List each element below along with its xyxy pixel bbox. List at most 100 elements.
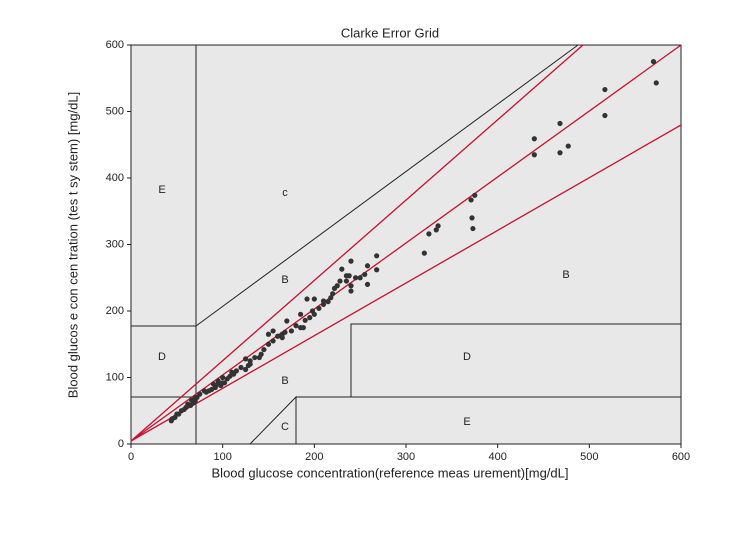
point [364,281,371,287]
point [557,120,563,127]
point [531,136,537,142]
point [247,361,253,367]
point [316,305,322,311]
point [364,263,371,269]
x-tick-label: 500 [580,451,598,463]
zone-line [249,395,297,445]
point [348,258,354,264]
point [426,231,432,237]
zone-label: D [463,351,471,363]
point [220,380,226,386]
zone-label: B [281,274,288,286]
point [201,388,207,394]
point [224,376,230,382]
point [362,271,368,278]
point [302,317,308,323]
point [252,354,258,361]
point [311,296,317,302]
point [331,285,338,291]
point [602,112,608,119]
y-tick-label: 600 [106,39,124,51]
point [469,215,475,221]
point [284,318,290,324]
point [348,288,354,294]
point [470,225,476,232]
point [468,197,474,203]
chart-title: Clarke Error Grid [341,25,439,40]
point [343,273,350,279]
point [339,266,345,272]
point [270,338,276,344]
point [297,325,304,331]
point [215,381,221,387]
zone-label: E [158,184,165,196]
point [242,356,249,362]
point [188,397,195,403]
point [328,295,334,301]
point [421,250,427,256]
point [297,311,304,317]
x-tick-label: 100 [213,451,231,463]
x-axis-label: Blood glucose concentration(reference me… [212,465,569,480]
point [330,291,336,297]
point [531,152,537,158]
point [256,354,262,361]
point [472,192,478,198]
point [242,366,249,373]
point [220,374,226,381]
point [650,59,657,65]
point [357,275,363,281]
y-tick-label: 300 [106,238,124,250]
zone-line [350,323,681,397]
zone-label: c [282,187,288,199]
x-tick-label: 200 [305,451,323,463]
zone-label: E [463,416,470,428]
x-tick-label: 300 [397,451,415,463]
y-axis-label: Blood glucos e con cen tration (tes t sy… [65,92,80,398]
point [293,323,299,329]
zone-label: B [562,269,569,281]
point [337,278,343,284]
point [352,275,359,281]
y-tick-label: 0 [118,438,124,450]
point [435,223,441,229]
point [265,331,272,337]
point [320,298,327,304]
point [270,328,276,334]
point [279,335,285,341]
zone-line [130,44,584,442]
zone-label: C [281,421,289,433]
point [275,333,281,339]
point [307,315,313,321]
point [238,364,244,371]
point [168,418,174,424]
point [374,253,380,259]
point [433,227,439,233]
point [261,346,267,353]
point [653,80,659,86]
point [602,86,608,93]
point [374,267,380,273]
x-tick-label: 0 [128,451,134,463]
point [229,369,235,375]
x-tick-label: 600 [672,451,690,463]
point [288,328,295,334]
x-tick-label: 400 [488,451,506,463]
y-tick-label: 100 [106,371,124,383]
point [348,283,354,289]
zone-label: B [281,375,288,387]
point [265,341,272,347]
y-tick-label: 200 [106,305,124,317]
zone-label: D [158,351,166,363]
y-tick-label: 500 [106,105,124,117]
y-tick-label: 400 [106,172,124,184]
point [311,311,317,317]
zone-line [195,44,579,327]
zone-line [130,124,682,442]
point [210,381,217,387]
point [325,299,331,305]
point [343,278,350,284]
point [565,143,571,149]
